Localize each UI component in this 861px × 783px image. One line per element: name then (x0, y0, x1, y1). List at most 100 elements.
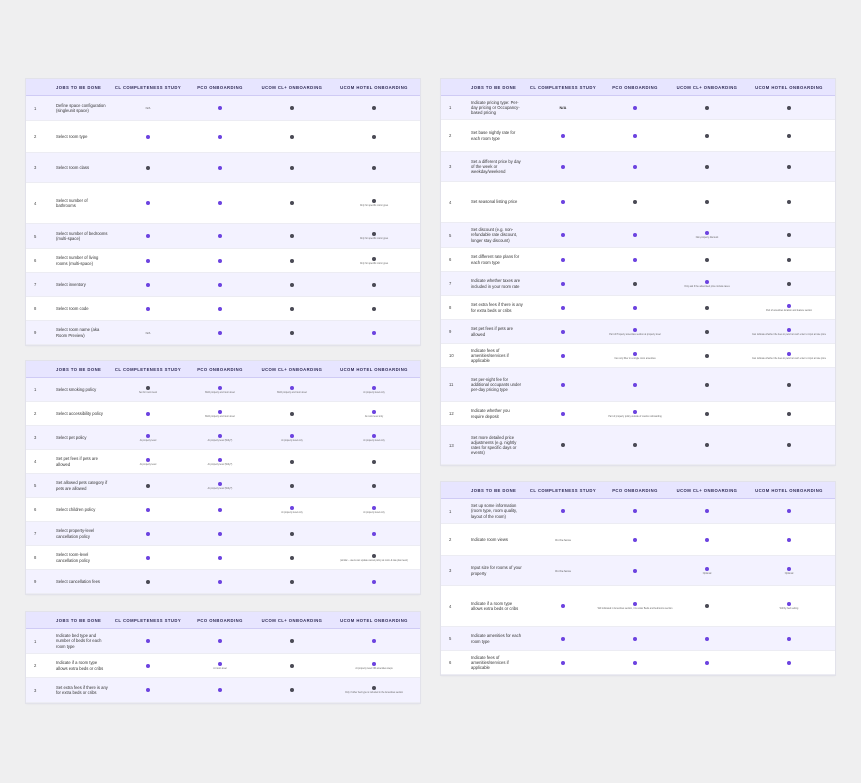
cell-note: At property level (Why?) (207, 439, 233, 442)
job-label: Set up some information (room type, room… (471, 503, 518, 519)
check-circle-icon (561, 164, 565, 169)
table-row: 2 Indicate room views On the fence (441, 524, 835, 556)
status-cell (527, 248, 599, 271)
check-circle-icon (290, 385, 294, 390)
status-cell (599, 368, 671, 401)
job-label: Indicate fees of amenities/services if a… (471, 654, 509, 671)
job-label: Select inventory (56, 281, 86, 287)
row-number: 9 (449, 329, 452, 334)
column-header: CL COMPLETENESS STUDY (529, 84, 597, 90)
table-row: 3 Select pet policy At property level At pr… (26, 426, 420, 450)
status-cell (328, 570, 420, 593)
status-text: N/A (145, 330, 151, 335)
dot-icon (290, 165, 294, 170)
job-label: Set pet fees if pets are allowed (471, 326, 513, 337)
status-cell (599, 248, 671, 271)
dot-icon (290, 531, 294, 536)
status-cell (743, 223, 835, 247)
table-row: 1 Select smoking policy Set for room level… (26, 378, 420, 402)
status-cell (112, 498, 184, 521)
status-cell (599, 182, 671, 222)
check-circle-icon (705, 660, 709, 665)
status-cell (527, 402, 599, 425)
check-circle-icon (561, 660, 565, 665)
status-cell (184, 297, 256, 320)
status-cell (743, 96, 835, 119)
table-row: 6 Indicate fees of amenities/services if … (441, 651, 835, 675)
status-cell: Can indicate whether the fees to pets bu… (743, 344, 835, 367)
status-cell (527, 152, 599, 181)
status-cell (671, 120, 743, 151)
status-cell: N/A (527, 96, 599, 119)
check-circle-icon (561, 382, 565, 387)
job-label: Select number of bathrooms (56, 197, 88, 208)
status-cell (743, 152, 835, 181)
status-cell (328, 522, 420, 545)
job-label: Set a different price by day of the week… (471, 158, 521, 175)
status-cell (112, 297, 184, 320)
row-number: 8 (34, 555, 37, 560)
dot-icon (372, 553, 376, 558)
status-text: N/A (145, 106, 151, 110)
dot-icon (787, 164, 791, 169)
cell-note: Both property and room level (205, 415, 235, 418)
check-circle-icon (705, 566, 709, 571)
status-cell (671, 182, 743, 222)
status-cell (256, 402, 328, 425)
column-header: PCO ONBOARDING (197, 84, 243, 90)
check-circle-icon (633, 382, 637, 387)
column-header: UCOM CL+ ONBOARDING (261, 617, 323, 623)
cell-note: Both property and room level (277, 391, 307, 394)
dot-icon (705, 133, 709, 138)
status-cell (184, 249, 256, 272)
status-cell (599, 272, 671, 295)
status-cell: Only for specific room types (328, 249, 420, 272)
cell-note: At property level only (281, 439, 303, 442)
table-row: 4 Set pet fees if pets are allowed At prop… (26, 450, 420, 474)
dot-icon (290, 282, 294, 287)
status-cell (256, 321, 328, 344)
status-cell (256, 629, 328, 653)
check-circle-icon (146, 306, 150, 311)
check-circle-icon (561, 133, 565, 138)
cell-note: (similar – users can update cancel polic… (340, 559, 408, 562)
row-number: 8 (34, 306, 37, 311)
check-circle-icon (218, 555, 222, 560)
status-cell: At property level (Why?) (184, 474, 256, 497)
row-number: 1 (34, 105, 37, 111)
check-circle-icon (218, 330, 222, 335)
row-number: 3 (34, 687, 37, 693)
status-cell (256, 678, 328, 702)
status-cell (328, 321, 420, 344)
check-circle-icon (633, 133, 637, 138)
column-header: CL COMPLETENESS STUDY (529, 487, 597, 493)
status-cell: At property level OR amenities steps (328, 654, 420, 677)
cell-note: Will by bed setting (779, 608, 799, 610)
status-cell (256, 522, 328, 545)
cell-note: Only ask if the advertised price include… (684, 285, 730, 288)
status-cell: N/A (112, 96, 184, 120)
row-number: 2 (449, 133, 452, 138)
dot-icon (146, 165, 150, 170)
table-row: 4 Select number of bathrooms Only for spec… (26, 183, 420, 224)
status-cell (671, 296, 743, 319)
row-number: 6 (449, 660, 452, 665)
check-circle-icon (561, 329, 565, 334)
column-header: JOBS TO BE DONE (56, 366, 102, 372)
cell-note: Part of property policy outside of onebo… (608, 415, 662, 418)
check-circle-icon (372, 330, 376, 335)
row-number: 10 (449, 353, 454, 358)
status-cell (671, 248, 743, 271)
status-cell: Both property and room level (184, 402, 256, 425)
status-cell (256, 273, 328, 296)
status-cell (256, 474, 328, 497)
table-row: 13 Set more detailed price adjustments (e… (441, 426, 835, 465)
status-cell (112, 678, 184, 702)
status-cell: Non-property discount (671, 223, 743, 247)
check-circle-icon (787, 566, 791, 571)
dot-icon (705, 164, 709, 169)
status-cell: At room level only (328, 402, 420, 425)
column-header: UCOM CL+ ONBOARDING (676, 84, 738, 90)
status-cell (527, 223, 599, 247)
check-circle-icon (146, 234, 150, 238)
